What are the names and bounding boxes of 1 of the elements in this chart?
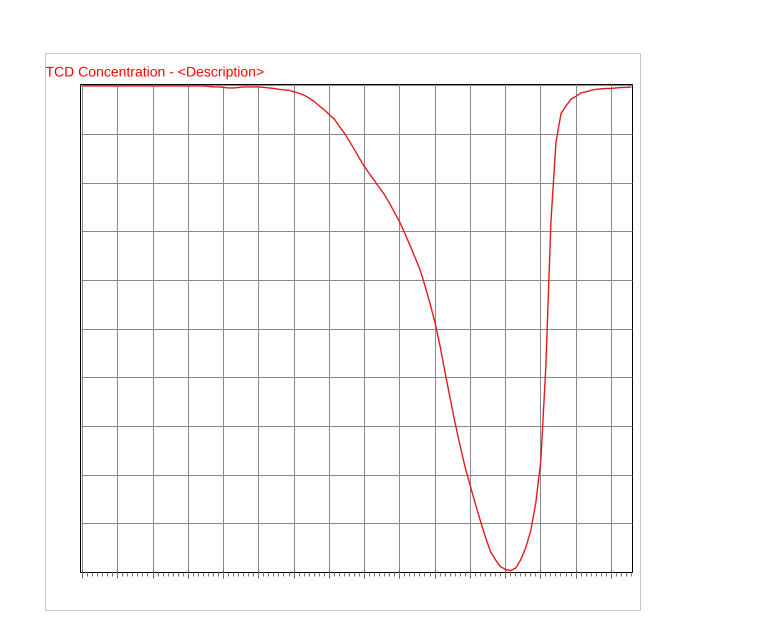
chart-title: TCD Concentration - <Description> [46,64,264,80]
